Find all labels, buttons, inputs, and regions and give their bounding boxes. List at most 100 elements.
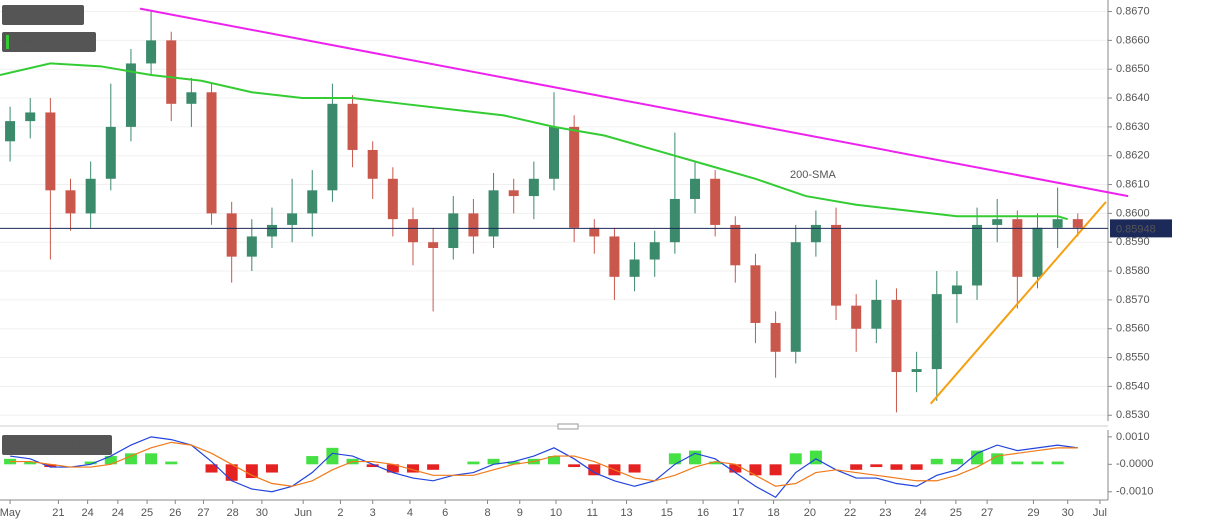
candle-body [609,236,620,277]
y-tick-label: 0.8610 [1116,178,1150,190]
x-tick-label: May [0,507,21,519]
candle-body [871,299,882,329]
histogram-bar [1051,461,1064,465]
last-price-box [1110,219,1172,238]
histogram-bar [789,453,802,465]
x-tick-label: 22 [844,507,856,519]
x-tick-label: 6 [442,507,448,519]
histogram-bar [84,461,97,465]
candle-body [105,126,116,179]
candle-body [45,112,56,191]
y-tick-label: 0.8540 [1116,380,1150,392]
candle-body [387,178,398,220]
histogram-bar [568,464,581,468]
x-tick-label: 3 [370,507,376,519]
sma-annotation: 200-SMA [790,169,837,181]
x-tick-label: 21 [52,507,64,519]
x-tick-label: 23 [879,507,891,519]
histogram-bar [306,456,319,465]
candle-body [992,219,1003,225]
histogram-bar [386,464,399,473]
x-tick-label: 13 [620,507,632,519]
candle-body [931,294,942,370]
title-box [2,5,84,25]
candle-body [327,103,338,191]
histogram-bar [668,453,681,465]
candle-body [750,265,761,323]
candle-body [428,242,439,248]
x-tick-label: 24 [82,507,94,519]
histogram-bar [245,464,258,479]
candle-body [549,126,559,179]
candle-body [5,121,16,142]
trend-line [929,201,1107,405]
x-tick-label: 2 [337,507,343,519]
histogram-bar [326,447,339,465]
x-tick-label: 24 [915,507,927,519]
x-tick-label: 11 [587,507,598,519]
y-tick-label: 0.8620 [1116,150,1150,162]
candle-body [690,178,701,199]
x-tick-label: Jun [294,507,312,519]
histogram-bar [366,464,379,468]
candle-body [125,63,136,127]
candle-body [710,178,721,225]
candle-body [468,213,479,237]
macd-title: MACD (12,26,9) [8,439,87,451]
x-tick-label: 27 [197,507,209,519]
histogram-bar [104,456,117,465]
y-tick-label: -0.0000 [1116,458,1153,470]
histogram-bar [548,456,560,465]
x-tick-label: 30 [256,507,268,519]
candle-body [770,322,781,352]
candle-body [186,92,197,104]
candle-body [347,103,358,150]
y-tick-label: 0.8530 [1116,409,1150,421]
legend-box [2,32,96,52]
histogram-bar [145,453,158,465]
x-tick-label: 28 [227,507,239,519]
y-tick-label: 0.8590 [1116,236,1150,248]
candle-body [851,305,862,329]
histogram-bar [971,450,984,465]
candle-body [730,224,741,266]
candle-body [1012,219,1023,277]
histogram-bar [44,464,57,468]
macd-line [10,441,1078,487]
histogram-bar [124,453,137,465]
histogram-bar [850,464,863,470]
y-tick-label: 0.8670 [1116,5,1150,17]
x-tick-label: 17 [732,507,744,519]
candle-body [287,213,298,225]
x-tick-label: 29 [1027,507,1039,519]
separator-handle [557,423,579,430]
candle-body [85,178,96,214]
candle-body [891,299,902,372]
histogram-bar [890,464,903,470]
y-tick-label: 0.8550 [1116,351,1150,363]
y-tick-label: 0.8570 [1116,294,1150,306]
x-tick-label: 24 [112,507,124,519]
y-tick-label: 0.8580 [1116,265,1150,277]
candle-body [528,178,539,197]
x-tick-label: 20 [804,507,816,519]
sma-line [0,62,1068,221]
candle-body [246,236,257,257]
panel: 0.8530 0.8540 0.8550 0.8560 0.8570 0.8580 0.85… [0,0,1172,421]
histogram-bar [406,464,419,473]
histogram-bar [749,464,762,476]
x-tick-label: 26 [169,507,181,519]
candle-body [448,213,459,248]
histogram-bar [1011,461,1024,465]
candle-body [569,126,580,228]
title-box [2,435,112,455]
candle-body [206,92,217,214]
candle-body [790,242,801,352]
candle-body [508,190,519,197]
x-tick-label: 16 [697,507,709,519]
y-tick-label: -0.0010 [1116,486,1153,498]
candle-body [1052,219,1063,228]
candle-body [146,40,157,64]
x-tick-label: 30 [1062,507,1074,519]
